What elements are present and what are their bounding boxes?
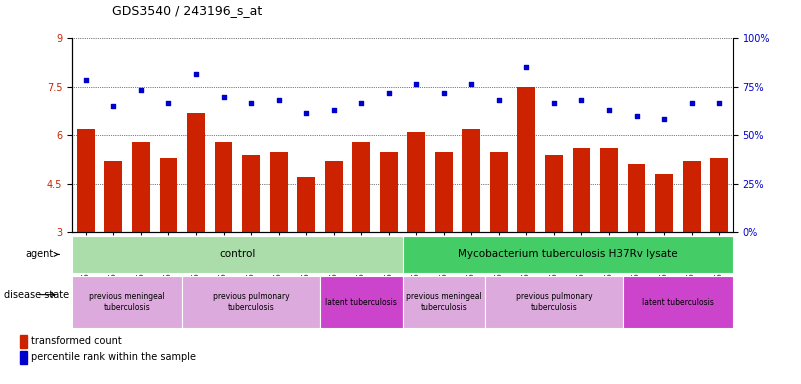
- Bar: [517, 87, 535, 232]
- Text: previous pulmonary
tuberculosis: previous pulmonary tuberculosis: [516, 292, 592, 313]
- Bar: [20, 334, 27, 348]
- Bar: [104, 161, 123, 232]
- Bar: [215, 142, 232, 232]
- Point: [135, 87, 147, 93]
- Bar: [159, 158, 177, 232]
- Text: previous pulmonary
tuberculosis: previous pulmonary tuberculosis: [213, 292, 289, 313]
- Text: GDS3540 / 243196_s_at: GDS3540 / 243196_s_at: [112, 4, 263, 17]
- Bar: [270, 152, 288, 232]
- Text: transformed count: transformed count: [31, 336, 122, 346]
- Point: [79, 77, 92, 83]
- Point: [493, 97, 505, 103]
- Point: [602, 106, 615, 113]
- Bar: [380, 152, 397, 232]
- Bar: [545, 155, 563, 232]
- Bar: [403, 236, 733, 273]
- Point: [630, 113, 643, 119]
- Bar: [297, 177, 315, 232]
- Point: [162, 100, 175, 106]
- Bar: [573, 148, 590, 232]
- Bar: [623, 276, 733, 328]
- Bar: [485, 276, 623, 328]
- Text: Mycobacterium tuberculosis H37Rv lysate: Mycobacterium tuberculosis H37Rv lysate: [458, 249, 678, 260]
- Point: [244, 100, 257, 106]
- Bar: [682, 161, 701, 232]
- Text: previous meningeal
tuberculosis: previous meningeal tuberculosis: [89, 292, 165, 313]
- Bar: [320, 276, 403, 328]
- Text: control: control: [219, 249, 256, 260]
- Bar: [628, 164, 646, 232]
- Bar: [403, 276, 485, 328]
- Bar: [72, 276, 183, 328]
- Point: [355, 100, 368, 106]
- Point: [713, 100, 726, 106]
- Point: [465, 81, 477, 87]
- Text: agent: agent: [26, 249, 59, 260]
- Point: [410, 81, 423, 87]
- Point: [575, 97, 588, 103]
- Bar: [20, 351, 27, 364]
- Bar: [72, 236, 403, 273]
- Point: [190, 71, 203, 77]
- Bar: [187, 113, 205, 232]
- Point: [300, 110, 312, 116]
- Point: [520, 65, 533, 71]
- Point: [382, 90, 395, 96]
- Text: latent tuberculosis: latent tuberculosis: [325, 298, 397, 307]
- Point: [107, 103, 120, 109]
- Text: previous meningeal
tuberculosis: previous meningeal tuberculosis: [406, 292, 481, 313]
- Bar: [183, 276, 320, 328]
- Text: disease state: disease state: [4, 290, 69, 300]
- Bar: [600, 148, 618, 232]
- Point: [217, 93, 230, 99]
- Text: latent tuberculosis: latent tuberculosis: [642, 298, 714, 307]
- Point: [658, 116, 670, 122]
- Point: [437, 90, 450, 96]
- Point: [328, 106, 340, 113]
- Bar: [324, 161, 343, 232]
- Bar: [408, 132, 425, 232]
- Point: [548, 100, 561, 106]
- Point: [685, 100, 698, 106]
- Bar: [435, 152, 453, 232]
- Bar: [462, 129, 481, 232]
- Bar: [710, 158, 728, 232]
- Bar: [655, 174, 673, 232]
- Bar: [77, 129, 95, 232]
- Bar: [490, 152, 508, 232]
- Bar: [242, 155, 260, 232]
- Bar: [352, 142, 370, 232]
- Text: percentile rank within the sample: percentile rank within the sample: [31, 353, 196, 362]
- Bar: [132, 142, 150, 232]
- Point: [272, 97, 285, 103]
